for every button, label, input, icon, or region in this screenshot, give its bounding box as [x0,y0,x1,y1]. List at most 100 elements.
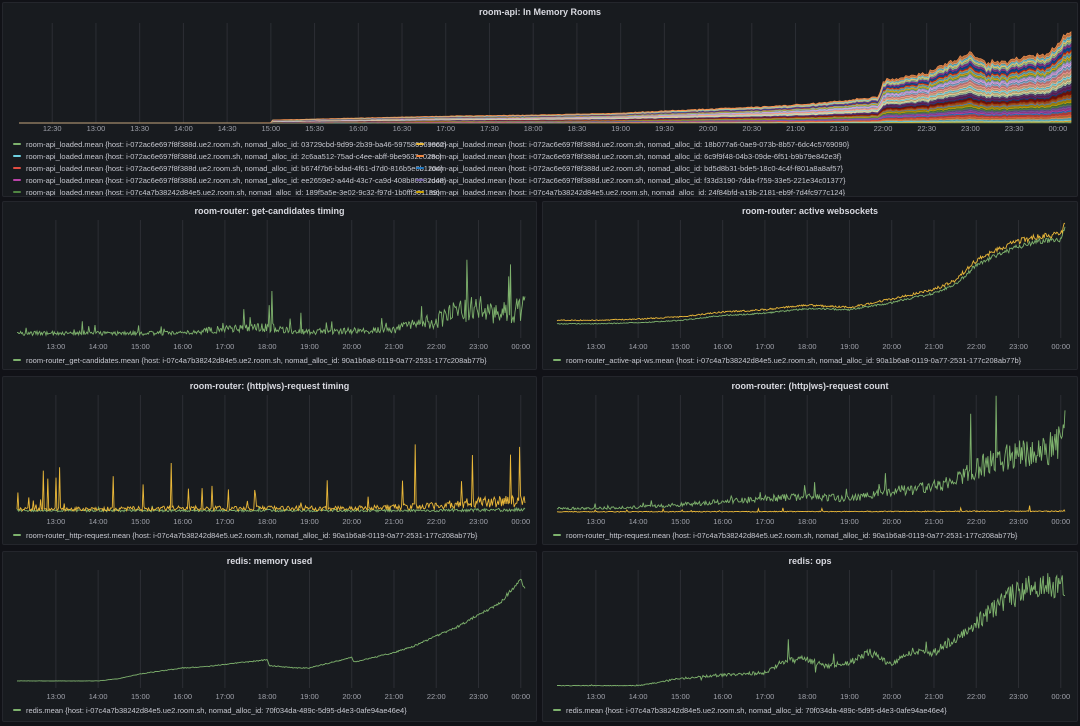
x-axis: 13:00 14:00 15:00 16:00 17:00 18:00 19:00 20:00… [17,342,530,352]
x-tick-label: 21:00 [384,342,404,351]
legend-label: room-api_loaded.mean {host: i-072ac6e697… [26,139,447,149]
x-tick-label: 12:30 [42,124,62,133]
x-tick-label: 19:00 [840,517,859,526]
legend-item[interactable]: redis.mean {host: i-07c4a7b38242d84e5.ue… [553,704,1073,716]
legend-label: room-api_loaded.mean {host: i-072ac6e697… [429,151,842,161]
x-tick-label: 19:00 [611,124,631,133]
x-tick-label: 23:30 [1004,124,1024,133]
legend-label: room-api_loaded.mean {host: i-07c4a7b382… [26,187,440,197]
legend-color-swatch [416,167,424,169]
legend-item[interactable]: room-router_ws-request.mean {host: i-07c… [553,541,1073,545]
legend: room-router_get-candidates.mean {host: i… [13,354,533,369]
x-tick-label: 21:00 [786,124,805,133]
legend-label: room-api_loaded.mean {host: i-072ac6e697… [26,175,447,185]
x-tick-label: 14:00 [174,124,193,133]
series-line [16,444,526,513]
legend-label: room-router_ws-request.mean {host: i-07c… [566,543,1014,545]
legend-item[interactable]: room-router_ws-request.mean {host: i-07c… [13,541,533,545]
x-tick-label: 17:00 [755,692,775,701]
legend-item[interactable]: room-router_active-api-ws.mean {host: i-… [553,354,1073,366]
x-tick-label: 00:00 [1051,692,1071,701]
panel-title[interactable]: room-api: In Memory Rooms [478,7,601,17]
series-line [556,226,1066,325]
x-tick-label: 19:30 [654,124,674,133]
x-tick-label: 00:00 [1051,517,1071,526]
legend-item[interactable]: room-api_loaded.mean {host: i-07c4a7b382… [13,186,440,196]
legend-item[interactable]: room-router_http-request.mean {host: i-0… [553,529,1073,541]
x-tick-label: 18:00 [257,342,277,351]
x-tick-label: 21:30 [829,124,849,133]
x-tick-label: 18:00 [257,517,277,526]
legend-label: room-router_http-request.mean {host: i-0… [26,530,478,540]
legend-label: room-api_loaded.mean {host: i-072ac6e697… [429,163,844,173]
panel-redis-memory: redis: memory used 13:00 14:00 15:00 16:00 1… [2,551,537,722]
panel-title[interactable]: room-router: (http|ws)-request timing [189,381,350,391]
legend-color-swatch [13,155,21,157]
series-line [556,505,1066,513]
x-tick-label: 23:00 [961,124,980,133]
legend-label: room-router_ws-request.mean {host: i-07c… [26,543,474,545]
x-tick-label: 20:00 [882,517,902,526]
x-axis: 13:00 14:00 15:00 16:00 17:00 18:00 19:00 20:00… [557,692,1070,702]
legend-item[interactable]: room-api_loaded.mean {host: i-072ac6e697… [13,174,446,186]
x-axis: 13:00 14:00 15:00 16:00 17:00 18:00 19:00 20:00… [557,517,1070,527]
legend: redis.mean {host: i-07c4a7b38242d84e5.ue… [13,704,533,721]
legend-color-swatch [13,359,21,361]
x-tick-label: 22:00 [966,692,986,701]
x-tick-label: 18:00 [797,517,817,526]
line-chart [16,395,526,513]
legend-item[interactable]: room-api_loaded.mean {host: i-072ac6e697… [13,138,447,150]
panel-title[interactable]: room-router: (http|ws)-request count [731,381,889,391]
legend-color-swatch [13,143,21,145]
legend-item[interactable]: room-api_loaded.mean {host: i-072ac6e697… [13,162,443,174]
x-tick-label: 21:00 [384,692,404,701]
legend-color-swatch [13,179,21,181]
legend-item[interactable]: room-router_http-request.mean {host: i-0… [13,529,533,541]
x-axis: 12:30 13:00 13:30 14:00 14:30 15:00 15:30 16:00… [19,124,1071,134]
legend-color-swatch [416,155,424,157]
legend-color-swatch [13,534,21,536]
x-axis: 13:00 14:00 15:00 16:00 17:00 18:00 19:00 20:00… [557,342,1070,352]
legend-label: room-api_loaded.mean {host: i-07c4a7b382… [429,187,846,197]
legend-item[interactable]: room-api_loaded.mean {host: i-072ac6e697… [13,150,442,162]
panel-title[interactable]: room-router: get-candidates timing [194,206,345,216]
x-tick-label: 18:00 [523,124,543,133]
legend-item[interactable]: room-api_loaded.mean {host: i-07c4a7b382… [416,186,845,196]
panel-title[interactable]: redis: ops [788,556,832,566]
legend-color-swatch [13,709,21,711]
legend-label: redis.mean {host: i-07c4a7b38242d84e5.ue… [26,705,407,715]
x-tick-label: 15:00 [131,342,150,351]
x-tick-label: 13:00 [586,692,606,701]
legend-item[interactable]: room-api_loaded.mean {host: i-072ac6e697… [416,174,846,186]
legend-item[interactable]: room-router_active-janus-ws.mean {host: … [553,366,1073,370]
x-tick-label: 22:00 [966,517,986,526]
x-tick-label: 16:00 [713,517,733,526]
x-tick-label: 14:00 [88,517,108,526]
legend-label: redis.mean {host: i-07c4a7b38242d84e5.ue… [566,705,947,715]
legend-item[interactable]: room-api_loaded.mean {host: i-072ac6e697… [416,162,843,174]
legend: redis.mean {host: i-07c4a7b38242d84e5.ue… [553,704,1073,721]
series-line [556,395,1066,511]
legend-item[interactable]: room-api_loaded.mean {host: i-072ac6e697… [416,138,849,150]
panel-title[interactable]: redis: memory used [226,556,313,566]
series-line [556,222,1066,322]
legend-label: room-api_loaded.mean {host: i-072ac6e697… [26,163,443,173]
x-tick-label: 23:00 [1009,342,1028,351]
x-tick-label: 22:00 [873,124,893,133]
x-tick-label: 15:00 [261,124,281,133]
panel-title[interactable]: room-router: active websockets [741,206,879,216]
panel-in-memory-rooms: room-api: In Memory Rooms 12:30 13:00 13:3… [2,2,1078,197]
line-chart [16,570,526,688]
legend-label: room-router_get-candidates.mean {host: i… [26,355,487,365]
x-tick-label: 16:00 [713,342,733,351]
legend-label: room-api_loaded.mean {host: i-072ac6e697… [429,175,846,185]
x-tick-label: 22:00 [966,342,986,351]
panel-redis-ops: redis: ops 13:00 14:00 15:00 16:00 17:00 18:0… [542,551,1078,722]
x-tick-label: 14:30 [217,124,237,133]
panel-request-timing: room-router: (http|ws)-request timing 13… [2,376,537,545]
x-tick-label: 22:00 [426,342,446,351]
legend: room-api_loaded.mean {host: i-072ac6e697… [13,138,1073,196]
legend-item[interactable]: redis.mean {host: i-07c4a7b38242d84e5.ue… [13,704,533,716]
legend-item[interactable]: room-router_get-candidates.mean {host: i… [13,354,533,366]
legend-item[interactable]: room-api_loaded.mean {host: i-072ac6e697… [416,150,841,162]
